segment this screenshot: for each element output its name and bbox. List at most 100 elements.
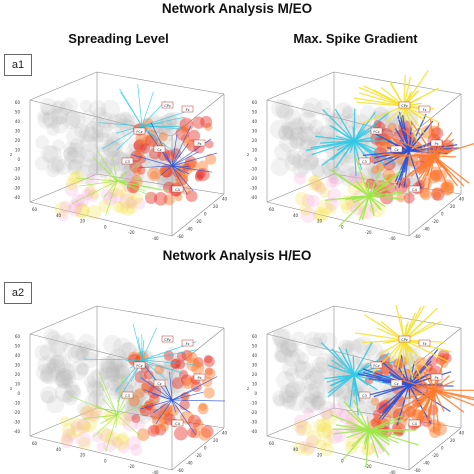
network-edge: [393, 389, 435, 413]
z-axis: 60 50 40 30 20 10 0 -10 -20 -30 -40 z: [247, 100, 257, 200]
node-label-box: [408, 185, 421, 193]
brain-node: [84, 393, 100, 409]
x-tick-label: 60: [32, 441, 38, 446]
brain-node: [128, 136, 148, 156]
brain-node: [51, 101, 64, 114]
network-edge: [171, 165, 189, 167]
brain-node: [291, 118, 304, 131]
network-edge: [345, 348, 355, 376]
network-edge: [433, 155, 456, 158]
brain-node: [92, 107, 107, 122]
brain-node: [64, 150, 85, 171]
network-edge: [354, 97, 405, 107]
activation-node: [190, 381, 202, 393]
network-edge: [171, 376, 218, 401]
brain-node: [277, 124, 294, 141]
lobe-node: [61, 422, 76, 437]
network-edge: [116, 180, 142, 183]
x-tick-label: -20: [128, 230, 135, 235]
network-edge: [116, 160, 142, 182]
brain-node: [41, 111, 59, 128]
lobe-node: [84, 186, 96, 198]
z-tick-label: 0: [17, 391, 20, 396]
brain-node: [339, 169, 358, 187]
lobe-node: [310, 178, 322, 190]
x-tick-label: 20: [80, 219, 86, 224]
network-edge: [141, 116, 186, 127]
node-label-text: FCz: [136, 364, 142, 368]
brain-node: [304, 369, 325, 390]
brain-node: [50, 159, 64, 173]
brain-node: [280, 121, 294, 134]
lobe-node: [299, 440, 311, 453]
node-label-text: Pz: [198, 376, 202, 380]
lobe-node: [292, 441, 307, 455]
activation-node: [150, 425, 160, 435]
box-edge: [96, 173, 225, 195]
activation-node: [142, 135, 154, 146]
network-edge: [426, 389, 435, 420]
lobe-node: [308, 175, 320, 186]
brain-node: [58, 100, 73, 116]
brain-node: [100, 356, 119, 374]
z-tick-label: 20: [252, 372, 258, 377]
z-tick-label: 20: [15, 138, 21, 143]
y-tick-label: -60: [177, 234, 184, 239]
brain-node: [37, 110, 50, 123]
brain-node: [113, 375, 127, 389]
brain-node: [270, 157, 289, 176]
lobe-node: [103, 192, 117, 206]
brain-node: [290, 348, 306, 364]
network-edge: [400, 354, 410, 386]
network-edge: [352, 355, 355, 376]
network-edge: [429, 118, 435, 157]
network-edge: [412, 389, 435, 409]
x-tick-label: -40: [389, 236, 396, 240]
activation-node: [203, 387, 215, 399]
network-edge: [140, 399, 173, 410]
brain-node: [67, 345, 85, 363]
z-axis-label: z: [247, 152, 249, 157]
network-edge: [408, 122, 413, 152]
brain-node: [313, 332, 328, 347]
brain-node: [134, 399, 151, 416]
bottom-title: Network Analysis H/EO: [162, 248, 312, 263]
node-label-text: CPz: [401, 338, 408, 342]
x-axis: 60 40 20 0 -20 -40: [269, 441, 396, 474]
activation-node: [203, 355, 215, 368]
network-edge: [354, 332, 405, 341]
brain-node: [43, 328, 60, 344]
network-edge: [368, 191, 402, 197]
brain-node: [79, 149, 98, 168]
network-edge: [353, 140, 363, 170]
brain-node: [307, 379, 327, 399]
box-edge: [266, 71, 335, 101]
brain-node: [310, 395, 326, 411]
box-edge: [266, 99, 410, 137]
brain-node: [34, 156, 50, 171]
lobe-node: [54, 201, 70, 218]
brain-node: [126, 399, 146, 419]
lobe-node: [89, 405, 103, 419]
brain-node: [78, 340, 92, 354]
brain-node: [39, 97, 57, 115]
brain-node: [51, 116, 69, 134]
z-tick-label: 60: [15, 100, 21, 105]
lobe-node: [306, 194, 320, 208]
brain-node: [90, 116, 106, 132]
x-tick-label: 40: [56, 213, 62, 218]
brain-node: [91, 130, 104, 143]
network-edge: [361, 105, 405, 124]
network-edge: [384, 150, 410, 166]
lobe-node: [293, 414, 308, 429]
activation-node: [131, 414, 141, 423]
y-tick-label: 20: [213, 438, 219, 443]
brain-node: [289, 127, 309, 147]
lower-lobes: [59, 404, 146, 456]
network-edge: [397, 389, 435, 402]
activation-node: [198, 402, 208, 411]
brain-node: [129, 392, 147, 410]
brain-node: [293, 359, 307, 373]
x-tick-label: 0: [104, 458, 107, 463]
brain-node: [302, 97, 323, 118]
